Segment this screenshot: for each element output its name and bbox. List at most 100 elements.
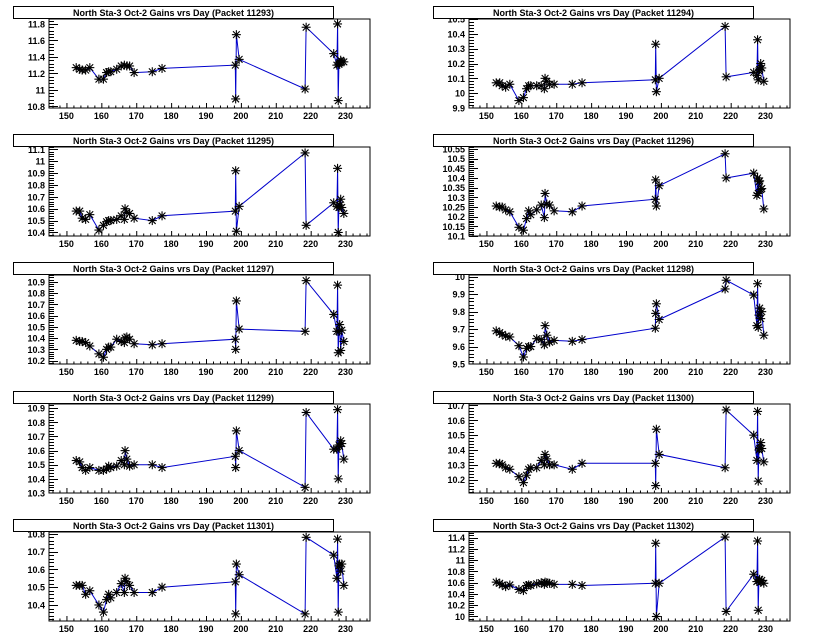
data-point bbox=[301, 22, 311, 32]
y-tick-label: 11.2 bbox=[28, 69, 45, 79]
plot-frame bbox=[48, 531, 371, 622]
x-tick-label: 150 bbox=[479, 367, 494, 377]
y-tick-label: 10.35 bbox=[442, 183, 465, 193]
y-tick-label: 11.1 bbox=[28, 145, 45, 155]
data-point bbox=[536, 455, 546, 465]
data-point bbox=[753, 279, 763, 289]
y-tick-label: 10.8 bbox=[447, 567, 465, 577]
plot-frame bbox=[468, 403, 791, 494]
x-tick-label: 230 bbox=[338, 624, 353, 634]
data-point bbox=[505, 332, 515, 342]
data-point bbox=[651, 611, 661, 621]
plot-area: 150 160 170 180 190 200 210 220 230 10.2 10.3 10.4 1… bbox=[447, 401, 791, 506]
chart-panel: 150 160 170 180 190 200 210 220 230 10.4 10.5 10.6 1… bbox=[0, 128, 420, 256]
data-point bbox=[549, 206, 559, 216]
chart-panel: 150 160 170 180 190 200 210 220 230 10.1 10.15 10.2… bbox=[420, 128, 840, 256]
x-tick-label: 170 bbox=[549, 111, 564, 121]
x-tick-label: 190 bbox=[618, 239, 633, 249]
data-point bbox=[540, 321, 550, 331]
data-point bbox=[549, 335, 559, 345]
data-point bbox=[755, 176, 765, 186]
x-tick-label: 160 bbox=[514, 239, 529, 249]
y-tick-label: 10.5 bbox=[27, 216, 45, 226]
y-tick-label: 10.8 bbox=[27, 529, 45, 539]
y-tick-label: 11.8 bbox=[28, 19, 45, 29]
x-tick-label: 230 bbox=[338, 367, 353, 377]
data-point bbox=[157, 582, 167, 592]
y-tick-label: 10.7 bbox=[447, 401, 465, 411]
x-tick-label: 190 bbox=[198, 239, 213, 249]
series-line bbox=[496, 153, 765, 231]
y-tick-label: 10.6 bbox=[27, 311, 45, 321]
data-point bbox=[720, 532, 730, 542]
data-point bbox=[147, 340, 157, 350]
x-tick-label: 210 bbox=[268, 111, 283, 121]
data-point bbox=[577, 78, 587, 88]
y-tick-label: 10.4 bbox=[447, 173, 465, 183]
x-tick-label: 220 bbox=[723, 239, 738, 249]
data-point bbox=[230, 60, 240, 70]
y-tick-label: 10.3 bbox=[27, 345, 45, 355]
x-tick-label: 180 bbox=[584, 496, 599, 506]
x-tick-label: 210 bbox=[688, 239, 703, 249]
data-point bbox=[526, 81, 536, 91]
data-point bbox=[526, 581, 536, 591]
data-point bbox=[129, 588, 139, 598]
y-tick-label: 10.4 bbox=[27, 474, 45, 484]
x-tick-label: 200 bbox=[653, 367, 668, 377]
y-tick-label: 10.7 bbox=[27, 432, 45, 442]
data-point bbox=[567, 79, 577, 89]
data-point bbox=[98, 607, 108, 617]
x-tick-label: 150 bbox=[59, 239, 74, 249]
data-point bbox=[540, 188, 550, 198]
x-tick-label: 200 bbox=[653, 111, 668, 121]
plot-area: 150 160 170 180 190 200 210 220 23010.110.1510.2… bbox=[442, 144, 791, 249]
y-tick-label: 10.1 bbox=[447, 232, 465, 242]
data-point bbox=[231, 30, 241, 40]
x-tick-label: 190 bbox=[198, 367, 213, 377]
y-tick-label: 10.3 bbox=[27, 489, 45, 499]
y-tick-label: 10.3 bbox=[447, 460, 465, 470]
chart-title: North Sta-3 Oct-2 Gains vrs Day (Packet … bbox=[433, 391, 754, 404]
data-point bbox=[106, 216, 116, 226]
data-point bbox=[720, 463, 730, 473]
data-point bbox=[122, 454, 132, 464]
x-tick-label: 170 bbox=[549, 239, 564, 249]
chart-panel: 150 160 170 180 190 200 210 220 230 10 10.2 10.4 10.… bbox=[420, 513, 840, 641]
x-tick-label: 150 bbox=[59, 367, 74, 377]
data-point bbox=[234, 446, 244, 456]
data-point bbox=[651, 538, 661, 548]
data-point bbox=[567, 207, 577, 217]
x-tick-label: 190 bbox=[618, 367, 633, 377]
data-point bbox=[720, 284, 730, 294]
x-tick-label: 160 bbox=[514, 496, 529, 506]
y-tick-label: 10.6 bbox=[27, 446, 45, 456]
data-point bbox=[94, 349, 104, 359]
data-point bbox=[129, 68, 139, 78]
data-point bbox=[112, 588, 122, 598]
y-tick-label: 10.8 bbox=[27, 102, 45, 112]
data-point bbox=[129, 339, 139, 349]
data-point bbox=[497, 329, 507, 339]
data-point bbox=[753, 536, 763, 546]
y-tick-label: 10.6 bbox=[27, 204, 45, 214]
x-tick-label: 160 bbox=[94, 239, 109, 249]
plot-area: 150 160 170 180 190 200 210 220 230 10.8 11 11.2 11.… bbox=[27, 18, 371, 121]
x-tick-label: 150 bbox=[479, 111, 494, 121]
x-tick-label: 200 bbox=[233, 239, 248, 249]
chart-panel: 150 160 170 180 190 200 210 220 230 10.2 10.3 10.4 1… bbox=[420, 385, 840, 513]
data-point bbox=[147, 67, 157, 77]
data-point bbox=[577, 335, 587, 345]
data-point bbox=[759, 204, 769, 214]
x-tick-label: 180 bbox=[164, 367, 179, 377]
data-point bbox=[749, 569, 759, 579]
data-point bbox=[333, 280, 343, 290]
data-point bbox=[157, 211, 167, 221]
data-point bbox=[301, 532, 311, 542]
y-tick-label: 10.5 bbox=[447, 431, 465, 441]
data-point bbox=[654, 73, 664, 83]
data-point bbox=[300, 482, 310, 492]
data-point bbox=[757, 184, 767, 194]
chart-panel: 150 160 170 180 190 200 210 220 230 10.2 10.3 10.4 1… bbox=[0, 256, 420, 384]
y-tick-label: 10.4 bbox=[27, 600, 45, 610]
